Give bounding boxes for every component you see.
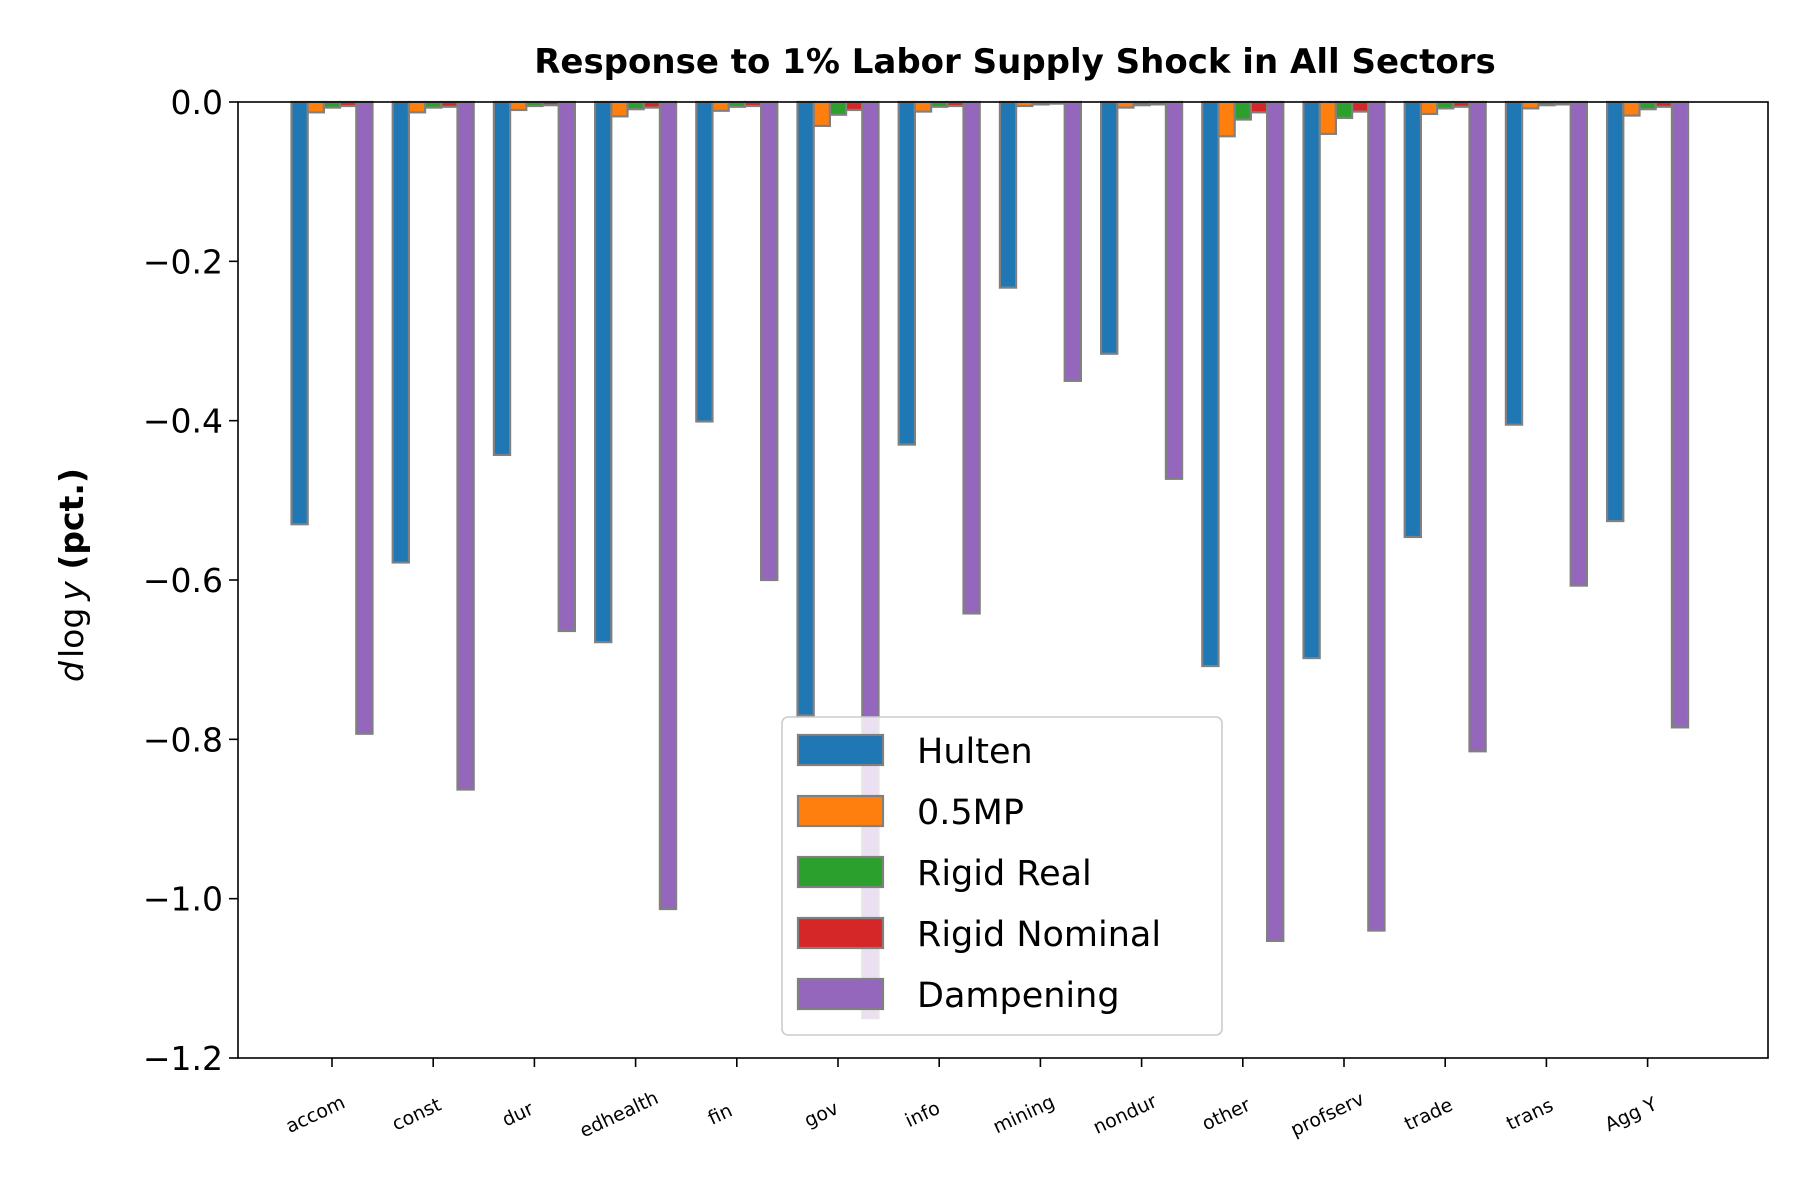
chart-title: Response to 1% Labor Supply Shock in All…: [534, 42, 1496, 82]
bar-dampening-0: [355, 100, 374, 735]
legend-swatch-0: [796, 733, 885, 767]
legend: Hulten 0.5MP Rigid Real Rigid Nominal Dampen…: [781, 716, 1223, 1036]
bar-0-5mp-10: [1318, 100, 1337, 135]
y-tick-label: −0.4: [143, 402, 223, 441]
legend-swatch-3: [796, 916, 885, 950]
x-tick-label: edhealth: [576, 1087, 661, 1142]
bar-rigid-nominal-5: [844, 100, 864, 112]
x-tick-label: profserv: [1287, 1088, 1367, 1141]
y-axis: 0.0 −0.2 −0.4 −0.6 −0.8 −1.0 −1.2: [143, 83, 238, 1078]
y-tick-label: −1.2: [143, 1039, 223, 1078]
legend-label-1: 0.5MP: [917, 793, 1024, 833]
legend-label-0: Hulten: [917, 732, 1033, 772]
bar-0-5mp-0: [306, 100, 326, 114]
bar-0-5mp-1: [407, 100, 427, 114]
bar-rigid-real-9: [1233, 100, 1252, 121]
legend-swatch-4: [796, 977, 885, 1011]
legend-swatch-2: [796, 855, 885, 889]
y-tick-label: −1.0: [143, 880, 223, 919]
bar-0-5mp-5: [812, 100, 832, 127]
bar-dampening-11: [1468, 100, 1487, 753]
bar-hulten-2: [492, 100, 512, 457]
x-tick-label: Agg Y: [1602, 1093, 1661, 1136]
x-tick-label: const: [389, 1094, 445, 1136]
x-tick-label: info: [902, 1097, 944, 1132]
bar-dampening-8: [1164, 100, 1184, 480]
x-tick-label: dur: [499, 1098, 537, 1132]
x-tick-label: other: [1199, 1094, 1254, 1135]
bar-rigid-real-0: [322, 100, 342, 109]
bar-rigid-real-3: [626, 100, 645, 111]
x-axis: accom const dur edhealth fin gov info mining non…: [282, 1058, 1661, 1142]
y-tick-label: −0.6: [143, 561, 223, 600]
y-axis-label: dlogy (pct.): [52, 468, 91, 682]
bar-dampening-2: [557, 100, 577, 633]
bar-rigid-real-13: [1638, 100, 1657, 111]
legend-label-4: Dampening: [917, 976, 1120, 1016]
bar-dampening-12: [1569, 100, 1588, 587]
bar-0-5mp-6: [913, 100, 933, 113]
bar-dampening-3: [658, 100, 678, 911]
bar-0-5mp-8: [1116, 100, 1135, 109]
bar-0-5mp-4: [711, 100, 730, 112]
bar-hulten-7: [998, 100, 1018, 289]
bar-hulten-13: [1605, 100, 1625, 523]
bar-hulten-6: [897, 100, 917, 446]
bar-rigid-real-11: [1435, 100, 1455, 110]
legend-swatch-1: [796, 794, 885, 828]
x-tick-label: nondur: [1090, 1090, 1161, 1139]
bar-dampening-10: [1367, 100, 1386, 932]
legend-label-2: Rigid Real: [917, 854, 1092, 894]
bar-0-5mp-13: [1622, 100, 1641, 117]
bar-rigid-real-1: [424, 100, 443, 109]
bar-hulten-12: [1504, 100, 1524, 426]
x-tick-label: fin: [705, 1100, 736, 1130]
bar-dampening-7: [1063, 100, 1082, 382]
x-tick-label: trade: [1401, 1094, 1456, 1135]
bar-hulten-5: [796, 100, 815, 717]
legend-label-3: Rigid Nominal: [917, 915, 1161, 955]
y-tick-label: −0.8: [143, 720, 223, 759]
bar-0-5mp-9: [1217, 100, 1236, 138]
legend-box: [781, 716, 1223, 1036]
bar-dampening-13: [1670, 100, 1690, 729]
bar-rigid-nominal-10: [1350, 100, 1370, 113]
y-tick-label: −0.2: [143, 242, 223, 281]
bar-0-5mp-3: [610, 100, 629, 118]
bar-dampening-6: [962, 100, 981, 615]
bar-hulten-10: [1302, 100, 1321, 660]
bar-dampening-4: [759, 100, 779, 582]
bar-0-5mp-12: [1520, 100, 1540, 110]
bar-dampening-9: [1265, 100, 1285, 942]
y-tick-label: 0.0: [171, 83, 223, 122]
bar-hulten-0: [290, 100, 309, 526]
bar-0-5mp-2: [509, 100, 528, 112]
x-tick-label: mining: [990, 1091, 1058, 1139]
bar-rigid-nominal-3: [642, 100, 662, 109]
bar-rigid-real-10: [1334, 100, 1354, 120]
bar-hulten-8: [1099, 100, 1119, 355]
bar-dampening-1: [456, 100, 475, 791]
bar-hulten-4: [695, 100, 714, 423]
x-tick-label: gov: [801, 1097, 842, 1132]
x-tick-label: accom: [282, 1091, 348, 1137]
bar-rigid-nominal-9: [1249, 100, 1269, 114]
bar-hulten-3: [593, 100, 613, 644]
bar-hulten-11: [1403, 100, 1422, 539]
bar-hulten-9: [1201, 100, 1220, 668]
bar-hulten-1: [391, 100, 411, 564]
x-tick-label: trans: [1503, 1094, 1557, 1135]
bar-0-5mp-11: [1419, 100, 1439, 116]
bar-rigid-real-5: [828, 100, 848, 116]
bars-layer: [290, 100, 1690, 1020]
